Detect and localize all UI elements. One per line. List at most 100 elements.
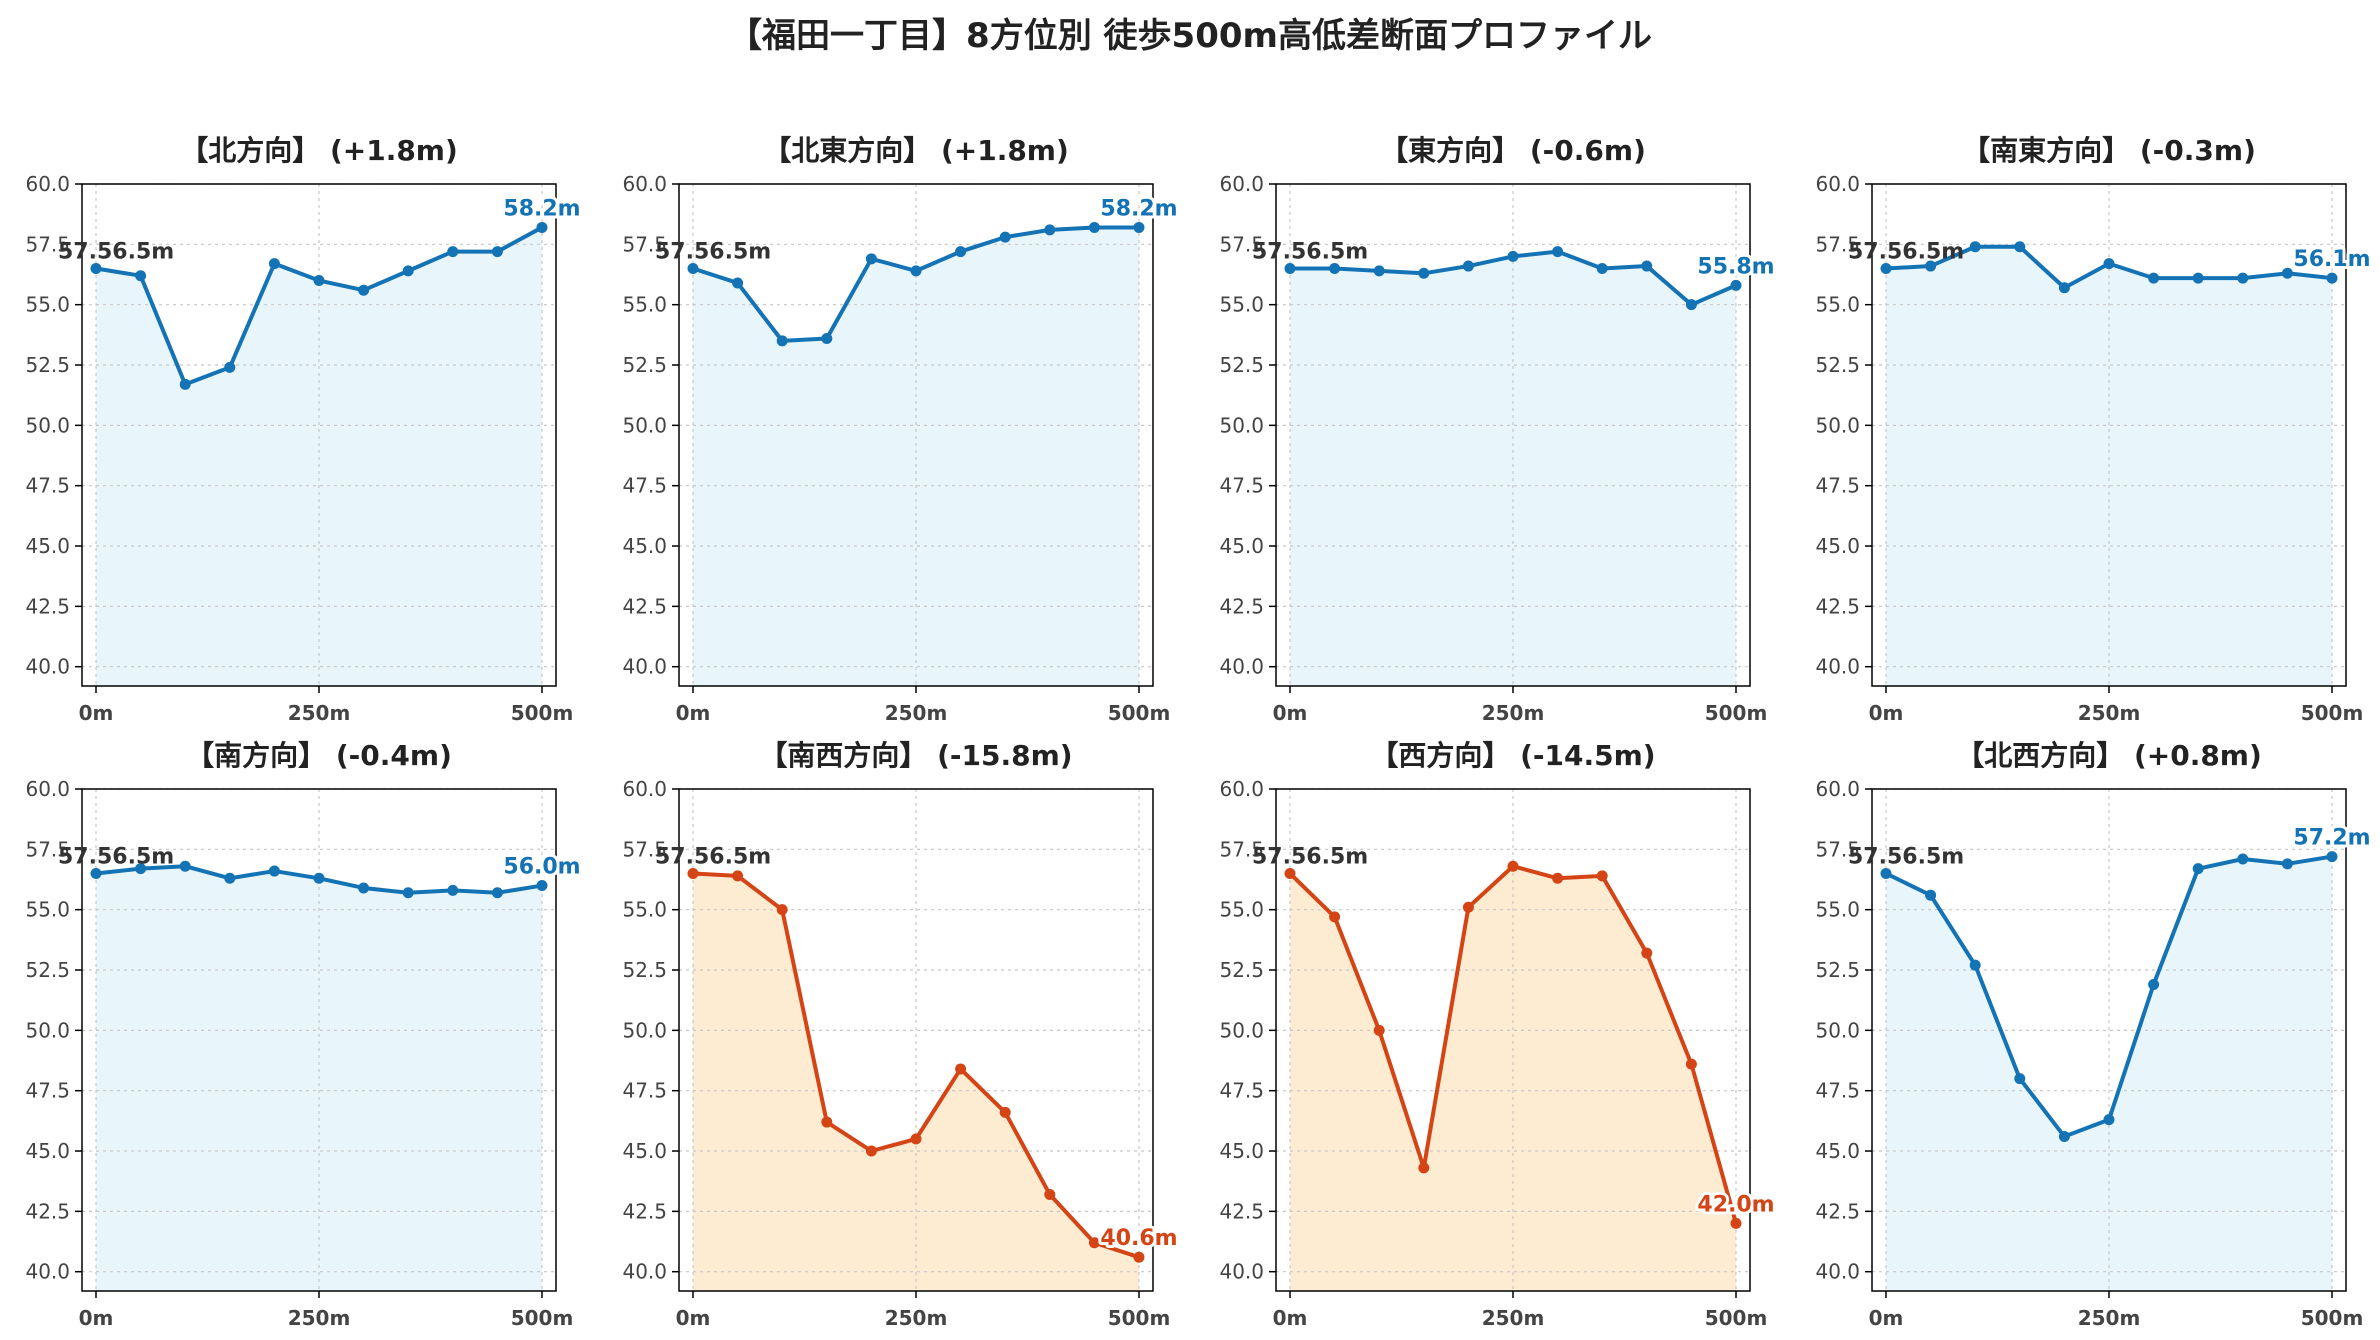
x-tick-label: 0m — [676, 1306, 711, 1330]
data-point — [536, 880, 548, 892]
y-tick-label: 60.0 — [25, 777, 70, 801]
data-point — [402, 265, 414, 277]
y-tick-label: 45.0 — [1219, 1139, 1264, 1163]
y-tick-label: 45.0 — [1219, 534, 1264, 558]
data-point — [1507, 860, 1519, 872]
y-tick-label: 40.0 — [1219, 1260, 1264, 1284]
y-tick-label: 47.5 — [1219, 474, 1264, 498]
x-tick-label: 250m — [885, 701, 948, 725]
y-tick-label: 47.5 — [622, 474, 667, 498]
data-point — [358, 284, 370, 296]
data-point — [910, 1133, 922, 1145]
data-point — [1329, 262, 1341, 274]
start-label: 57.56.5m — [58, 239, 174, 264]
data-point — [1596, 870, 1608, 882]
end-label-halo: 42.0m — [1697, 1192, 1774, 1217]
y-tick-label: 52.5 — [1219, 353, 1264, 377]
chart-title: 【南方向】 (-0.4m) — [186, 739, 452, 772]
data-point — [179, 860, 191, 872]
data-point — [1133, 1251, 1145, 1263]
data-point — [732, 277, 744, 289]
profile-chart-2: 【北東方向】 (+1.8m) 60.0 57.5 55.0 52.5 50.0 47.5 45… — [622, 134, 1180, 725]
y-tick-label: 40.0 — [25, 655, 70, 679]
data-point — [1641, 947, 1653, 959]
data-point — [821, 1116, 833, 1128]
data-point — [1969, 959, 1981, 971]
end-label: 56.0m — [503, 855, 580, 880]
x-tick-label: 500m — [511, 701, 574, 725]
y-tick-label: 47.5 — [1815, 474, 1860, 498]
data-point — [776, 904, 788, 916]
start-label: 57.56.5m — [1848, 239, 1964, 264]
x-tick-label: 250m — [288, 1306, 351, 1330]
x-tick-label: 250m — [2078, 701, 2141, 725]
y-tick-label: 60.0 — [25, 172, 70, 196]
data-point — [1462, 901, 1474, 913]
end-label: 58.2m — [503, 196, 580, 221]
data-point — [2058, 1131, 2070, 1143]
data-point — [1088, 221, 1100, 233]
y-tick-label: 55.0 — [1219, 898, 1264, 922]
data-point — [1730, 1217, 1742, 1229]
y-tick-label: 42.5 — [1219, 594, 1264, 618]
x-tick-label: 500m — [1108, 1306, 1171, 1330]
start-label: 57.56.5m — [655, 239, 771, 264]
data-point — [2058, 282, 2070, 294]
x-tick-label: 500m — [1705, 1306, 1768, 1330]
y-tick-label: 52.5 — [1815, 958, 1860, 982]
y-tick-label: 60.0 — [622, 172, 667, 196]
y-tick-label: 55.0 — [1815, 293, 1860, 317]
y-tick-label: 42.5 — [1815, 594, 1860, 618]
y-tick-label: 47.5 — [1815, 1079, 1860, 1103]
data-point — [536, 221, 548, 233]
start-label: 57.56.5m — [1252, 239, 1368, 264]
x-tick-label: 0m — [79, 701, 114, 725]
x-tick-label: 0m — [1273, 701, 1308, 725]
y-tick-label: 47.5 — [1219, 1079, 1264, 1103]
data-point — [999, 231, 1011, 243]
data-point — [90, 262, 102, 274]
y-tick-label: 40.0 — [1815, 1260, 1860, 1284]
y-tick-label: 40.0 — [622, 1260, 667, 1284]
y-tick-label: 57.5 — [622, 232, 667, 256]
y-tick-label: 52.5 — [25, 353, 70, 377]
y-tick-label: 45.0 — [25, 1139, 70, 1163]
data-point — [1044, 224, 1056, 236]
x-tick-label: 0m — [676, 701, 711, 725]
data-point — [1284, 867, 1296, 879]
y-tick-label: 55.0 — [1219, 293, 1264, 317]
x-tick-label: 250m — [1482, 701, 1545, 725]
data-point — [1925, 889, 1937, 901]
data-point — [776, 335, 788, 347]
data-point — [402, 887, 414, 899]
data-point — [1969, 241, 1981, 253]
data-point — [1284, 262, 1296, 274]
data-point — [1641, 260, 1653, 272]
data-point — [1462, 260, 1474, 272]
data-point — [2326, 272, 2338, 284]
data-point — [447, 246, 459, 258]
x-tick-label: 250m — [885, 1306, 948, 1330]
y-tick-label: 50.0 — [25, 413, 70, 437]
data-point — [268, 865, 280, 877]
data-point — [135, 270, 147, 282]
data-point — [865, 1145, 877, 1157]
data-point — [1730, 279, 1742, 291]
end-label-halo: 55.8m — [1697, 254, 1774, 279]
x-tick-label: 250m — [1482, 1306, 1545, 1330]
data-point — [1552, 872, 1564, 884]
area-fill — [1886, 856, 2332, 1291]
end-label-halo: 56.1m — [2293, 247, 2370, 272]
end-label: 57.2m — [2293, 826, 2370, 851]
y-tick-label: 42.5 — [622, 594, 667, 618]
y-tick-label: 57.5 — [1815, 232, 1860, 256]
x-tick-label: 250m — [288, 701, 351, 725]
y-tick-label: 50.0 — [622, 413, 667, 437]
end-label: 58.2m — [1100, 196, 1177, 221]
data-point — [2148, 978, 2160, 990]
data-point — [1373, 1024, 1385, 1036]
y-tick-label: 40.0 — [25, 1260, 70, 1284]
start-label: 57.56.5m — [1848, 844, 1964, 869]
figure-title: 【福田一丁目】8方位別 徒歩500m高低差断面プロファイル — [728, 16, 1652, 56]
